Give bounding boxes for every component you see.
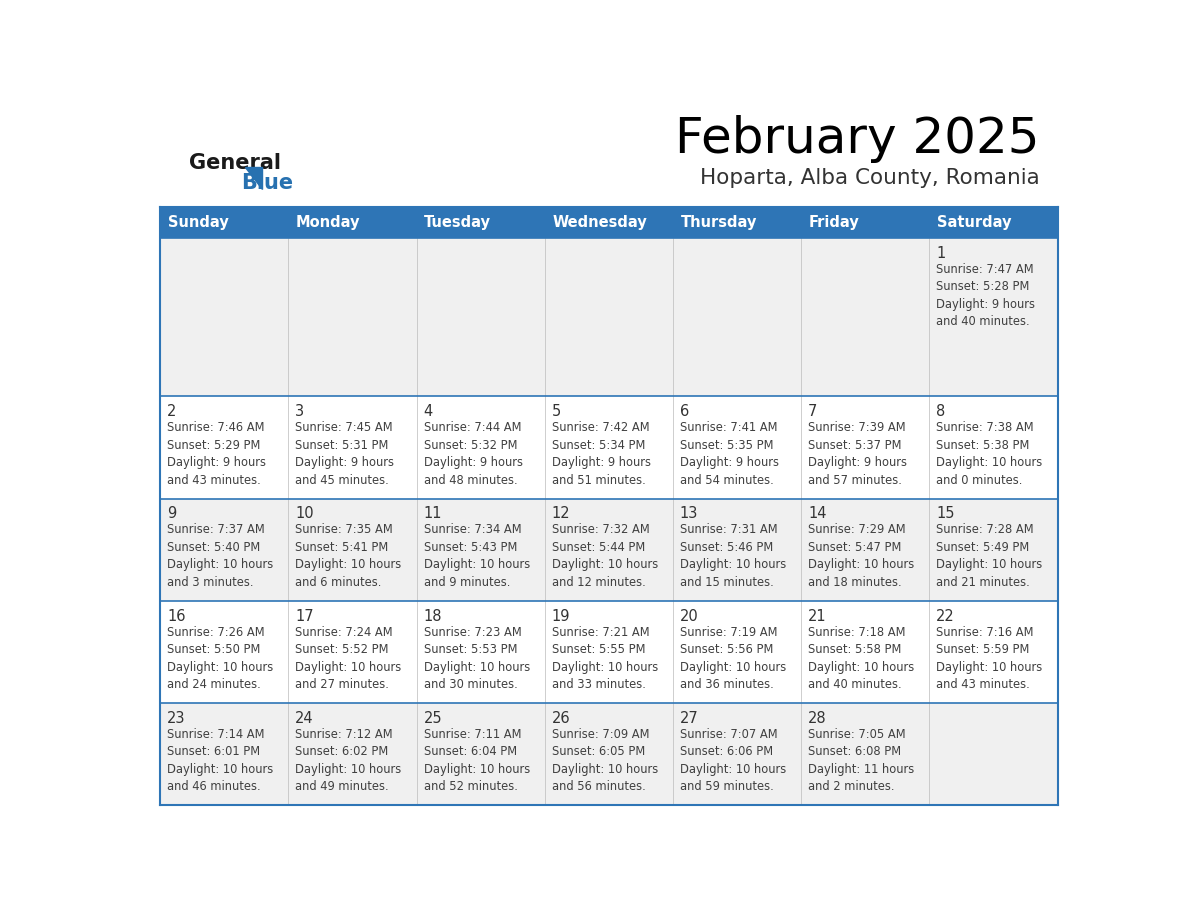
Bar: [929, 207, 1057, 238]
Text: Thursday: Thursday: [681, 215, 757, 230]
Polygon shape: [245, 167, 261, 189]
Text: Sunrise: 7:05 AM
Sunset: 6:08 PM
Daylight: 11 hours
and 2 minutes.: Sunrise: 7:05 AM Sunset: 6:08 PM Dayligh…: [808, 728, 915, 793]
Text: Sunrise: 7:16 AM
Sunset: 5:59 PM
Daylight: 10 hours
and 43 minutes.: Sunrise: 7:16 AM Sunset: 5:59 PM Dayligh…: [936, 625, 1043, 691]
Text: 21: 21: [808, 609, 827, 623]
Text: 4: 4: [423, 404, 432, 420]
Text: 15: 15: [936, 507, 955, 521]
Text: Sunrise: 7:07 AM
Sunset: 6:06 PM
Daylight: 10 hours
and 59 minutes.: Sunrise: 7:07 AM Sunset: 6:06 PM Dayligh…: [680, 728, 786, 793]
Text: Friday: Friday: [809, 215, 860, 230]
Text: Wednesday: Wednesday: [552, 215, 647, 230]
Text: 5: 5: [551, 404, 561, 420]
Text: Sunrise: 7:09 AM
Sunset: 6:05 PM
Daylight: 10 hours
and 56 minutes.: Sunrise: 7:09 AM Sunset: 6:05 PM Dayligh…: [551, 728, 658, 793]
Text: 24: 24: [296, 711, 314, 726]
Text: 6: 6: [680, 404, 689, 420]
Text: 7: 7: [808, 404, 817, 420]
Text: 18: 18: [423, 609, 442, 623]
Text: Sunrise: 7:46 AM
Sunset: 5:29 PM
Daylight: 9 hours
and 43 minutes.: Sunrise: 7:46 AM Sunset: 5:29 PM Dayligh…: [168, 421, 266, 487]
Text: Sunrise: 7:19 AM
Sunset: 5:56 PM
Daylight: 10 hours
and 36 minutes.: Sunrise: 7:19 AM Sunset: 5:56 PM Dayligh…: [680, 625, 786, 691]
Text: Sunrise: 7:11 AM
Sunset: 6:04 PM
Daylight: 10 hours
and 52 minutes.: Sunrise: 7:11 AM Sunset: 6:04 PM Dayligh…: [423, 728, 530, 793]
Text: Sunrise: 7:39 AM
Sunset: 5:37 PM
Daylight: 9 hours
and 57 minutes.: Sunrise: 7:39 AM Sunset: 5:37 PM Dayligh…: [808, 421, 908, 487]
Text: 11: 11: [423, 507, 442, 521]
Text: Sunrise: 7:24 AM
Sunset: 5:52 PM
Daylight: 10 hours
and 27 minutes.: Sunrise: 7:24 AM Sunset: 5:52 PM Dayligh…: [296, 625, 402, 691]
Bar: [160, 703, 1057, 805]
Text: 13: 13: [680, 507, 699, 521]
Text: 28: 28: [808, 711, 827, 726]
Text: General: General: [189, 152, 280, 173]
Text: February 2025: February 2025: [675, 116, 1040, 163]
Text: Tuesday: Tuesday: [424, 215, 492, 230]
Text: 1: 1: [936, 246, 946, 261]
Text: Sunrise: 7:28 AM
Sunset: 5:49 PM
Daylight: 10 hours
and 21 minutes.: Sunrise: 7:28 AM Sunset: 5:49 PM Dayligh…: [936, 523, 1043, 588]
Text: Sunrise: 7:31 AM
Sunset: 5:46 PM
Daylight: 10 hours
and 15 minutes.: Sunrise: 7:31 AM Sunset: 5:46 PM Dayligh…: [680, 523, 786, 588]
Bar: [160, 601, 1057, 703]
Text: Sunday: Sunday: [168, 215, 228, 230]
Text: Sunrise: 7:45 AM
Sunset: 5:31 PM
Daylight: 9 hours
and 45 minutes.: Sunrise: 7:45 AM Sunset: 5:31 PM Dayligh…: [296, 421, 394, 487]
Text: Sunrise: 7:41 AM
Sunset: 5:35 PM
Daylight: 9 hours
and 54 minutes.: Sunrise: 7:41 AM Sunset: 5:35 PM Dayligh…: [680, 421, 779, 487]
Bar: [160, 397, 1057, 498]
Text: 2: 2: [168, 404, 177, 420]
Text: Sunrise: 7:21 AM
Sunset: 5:55 PM
Daylight: 10 hours
and 33 minutes.: Sunrise: 7:21 AM Sunset: 5:55 PM Dayligh…: [551, 625, 658, 691]
Text: Sunrise: 7:44 AM
Sunset: 5:32 PM
Daylight: 9 hours
and 48 minutes.: Sunrise: 7:44 AM Sunset: 5:32 PM Dayligh…: [423, 421, 523, 487]
Text: 23: 23: [168, 711, 185, 726]
Text: Sunrise: 7:26 AM
Sunset: 5:50 PM
Daylight: 10 hours
and 24 minutes.: Sunrise: 7:26 AM Sunset: 5:50 PM Dayligh…: [168, 625, 273, 691]
Text: Sunrise: 7:42 AM
Sunset: 5:34 PM
Daylight: 9 hours
and 51 minutes.: Sunrise: 7:42 AM Sunset: 5:34 PM Dayligh…: [551, 421, 651, 487]
Text: 9: 9: [168, 507, 176, 521]
Bar: [160, 238, 1057, 397]
Text: Sunrise: 7:32 AM
Sunset: 5:44 PM
Daylight: 10 hours
and 12 minutes.: Sunrise: 7:32 AM Sunset: 5:44 PM Dayligh…: [551, 523, 658, 588]
Text: 19: 19: [551, 609, 570, 623]
Text: 3: 3: [296, 404, 304, 420]
Text: Sunrise: 7:34 AM
Sunset: 5:43 PM
Daylight: 10 hours
and 9 minutes.: Sunrise: 7:34 AM Sunset: 5:43 PM Dayligh…: [423, 523, 530, 588]
Text: Sunrise: 7:12 AM
Sunset: 6:02 PM
Daylight: 10 hours
and 49 minutes.: Sunrise: 7:12 AM Sunset: 6:02 PM Dayligh…: [296, 728, 402, 793]
Text: 22: 22: [936, 609, 955, 623]
Bar: [417, 207, 545, 238]
Text: 17: 17: [296, 609, 314, 623]
Text: 10: 10: [296, 507, 314, 521]
Bar: [801, 207, 929, 238]
Text: Monday: Monday: [296, 215, 361, 230]
Text: 20: 20: [680, 609, 699, 623]
Text: 8: 8: [936, 404, 946, 420]
Bar: [545, 207, 672, 238]
Text: Saturday: Saturday: [937, 215, 1012, 230]
Bar: [160, 498, 1057, 601]
Text: 14: 14: [808, 507, 827, 521]
Text: Sunrise: 7:29 AM
Sunset: 5:47 PM
Daylight: 10 hours
and 18 minutes.: Sunrise: 7:29 AM Sunset: 5:47 PM Dayligh…: [808, 523, 915, 588]
Bar: [160, 207, 289, 238]
Text: Blue: Blue: [241, 174, 293, 194]
Text: Sunrise: 7:38 AM
Sunset: 5:38 PM
Daylight: 10 hours
and 0 minutes.: Sunrise: 7:38 AM Sunset: 5:38 PM Dayligh…: [936, 421, 1043, 487]
Text: 25: 25: [423, 711, 442, 726]
Text: Sunrise: 7:23 AM
Sunset: 5:53 PM
Daylight: 10 hours
and 30 minutes.: Sunrise: 7:23 AM Sunset: 5:53 PM Dayligh…: [423, 625, 530, 691]
Bar: [289, 207, 417, 238]
Text: Hoparta, Alba County, Romania: Hoparta, Alba County, Romania: [700, 168, 1040, 188]
Text: 26: 26: [551, 711, 570, 726]
Text: 27: 27: [680, 711, 699, 726]
Text: Sunrise: 7:14 AM
Sunset: 6:01 PM
Daylight: 10 hours
and 46 minutes.: Sunrise: 7:14 AM Sunset: 6:01 PM Dayligh…: [168, 728, 273, 793]
Text: Sunrise: 7:35 AM
Sunset: 5:41 PM
Daylight: 10 hours
and 6 minutes.: Sunrise: 7:35 AM Sunset: 5:41 PM Dayligh…: [296, 523, 402, 588]
Text: Sunrise: 7:47 AM
Sunset: 5:28 PM
Daylight: 9 hours
and 40 minutes.: Sunrise: 7:47 AM Sunset: 5:28 PM Dayligh…: [936, 263, 1036, 328]
Text: Sunrise: 7:18 AM
Sunset: 5:58 PM
Daylight: 10 hours
and 40 minutes.: Sunrise: 7:18 AM Sunset: 5:58 PM Dayligh…: [808, 625, 915, 691]
Text: 16: 16: [168, 609, 185, 623]
Text: Sunrise: 7:37 AM
Sunset: 5:40 PM
Daylight: 10 hours
and 3 minutes.: Sunrise: 7:37 AM Sunset: 5:40 PM Dayligh…: [168, 523, 273, 588]
Bar: [672, 207, 801, 238]
Text: 12: 12: [551, 507, 570, 521]
